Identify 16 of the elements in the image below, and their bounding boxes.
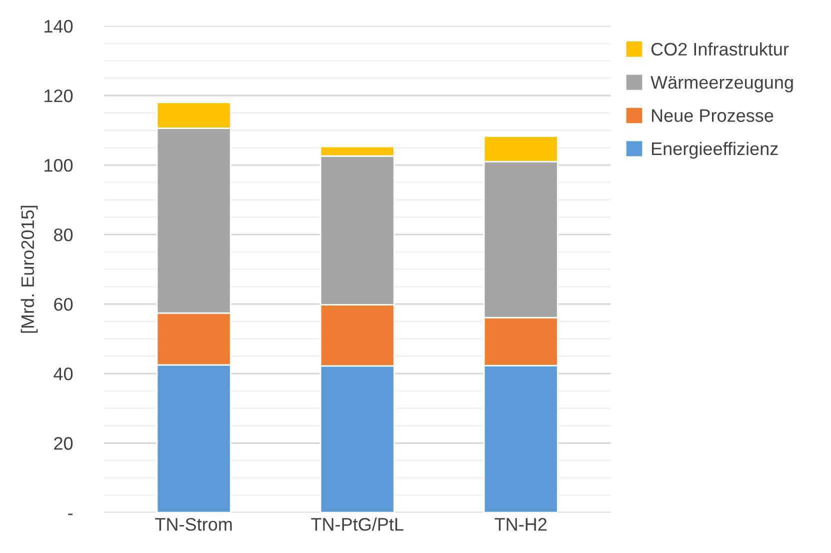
x-tick-label: TN-H2 — [494, 518, 547, 531]
y-tick-label: 140 — [44, 20, 73, 33]
y-tick-label: 40 — [54, 368, 73, 380]
legend-label: CO2 Infrastruktur — [651, 42, 789, 56]
y-axis-title: [Mrd. Euro2015] — [20, 206, 38, 333]
legend-label: Energieeffizienz — [652, 142, 778, 159]
y-tick-label: 20 — [54, 437, 73, 450]
x-tick-label: TN-PtG/PtL — [311, 517, 404, 531]
y-tick-label: 60 — [54, 298, 73, 311]
x-tick-label: TN-Strom — [155, 518, 232, 531]
legend-label: Neue Prozesse — [652, 109, 774, 122]
y-tick-label: 120 — [44, 89, 73, 102]
y-tick-label: 100 — [44, 158, 73, 172]
y-tick-label: - — [68, 514, 73, 516]
legend-label: Wärmeerzeugung — [650, 76, 793, 92]
y-tick-label: 80 — [54, 228, 73, 242]
